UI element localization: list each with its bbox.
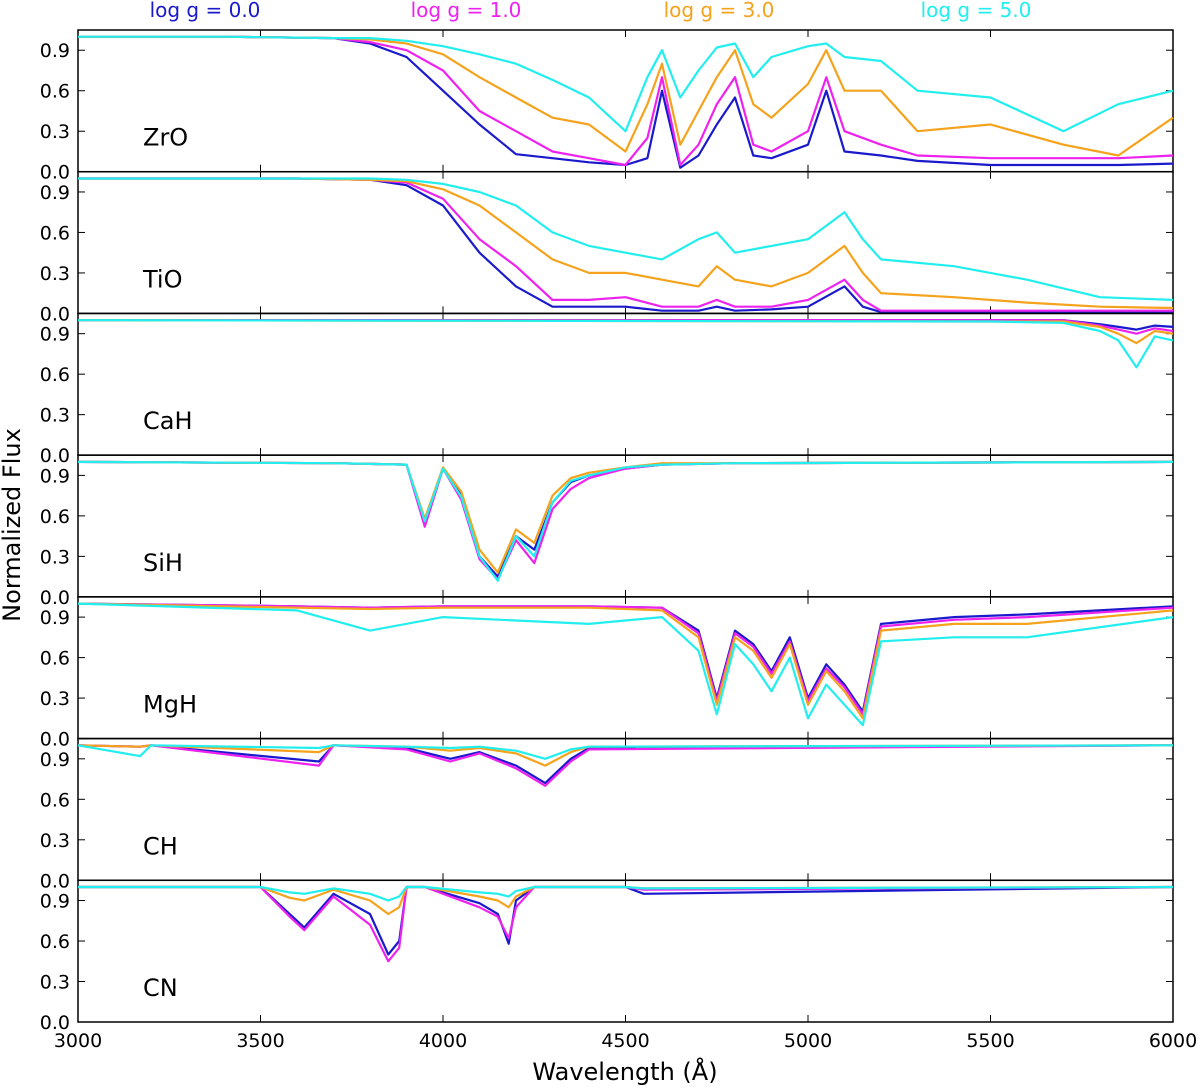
- y-tick-label: 0.3: [40, 546, 70, 568]
- y-tick-label: 0.6: [40, 81, 70, 103]
- series-line-sih-1: [77, 460, 1174, 581]
- x-tick-label: 3000: [54, 1030, 102, 1052]
- panel-ch: 0.0 0.3 0.6 0.9 CH: [40, 737, 1174, 892]
- y-tick-label: 0.9: [40, 749, 70, 771]
- series-line-ch-3: [77, 744, 1174, 760]
- series-line-sih-3: [77, 460, 1174, 582]
- y-tick-label: 0.3: [40, 972, 70, 994]
- series-line-zro-2: [78, 35, 1174, 157]
- series-line-zro-1: [78, 35, 1174, 167]
- series-line-sih-0: [77, 460, 1174, 578]
- y-tick-label: 0.0: [40, 445, 70, 467]
- panel-label: SiH: [143, 549, 183, 577]
- series-line-sih-2: [77, 460, 1174, 574]
- y-tick-label: 0.6: [40, 648, 70, 670]
- series-line-cn-2: [78, 885, 1174, 916]
- y-tick-label: 0.9: [40, 465, 70, 487]
- y-tick-label: 0.3: [40, 688, 70, 710]
- series-line-tio-2: [78, 177, 1174, 310]
- series-line-cah-2: [77, 319, 1174, 345]
- panel-frame: [77, 737, 1174, 882]
- y-tick-label: 0.6: [40, 931, 70, 953]
- legend: log g = 0.0 log g = 1.0 log g = 3.0 log g =…: [150, 0, 1032, 22]
- y-tick-label: 0.0: [40, 162, 70, 184]
- panel-zro: 0.0 0.3 0.6 0.9 ZrO: [40, 29, 1174, 184]
- x-tick-label: 5500: [966, 1030, 1014, 1052]
- panel-frame: [77, 170, 1174, 315]
- panel-tio: 0.0 0.3 0.6 0.9 TiO: [40, 170, 1174, 325]
- y-tick-label: 0.6: [40, 364, 70, 386]
- y-tick-label: 0.6: [40, 506, 70, 528]
- y-tick-label: 0.0: [40, 870, 70, 892]
- series-line-ch-0: [77, 744, 1174, 785]
- panel-mgh: 0.0 0.3 0.6 0.9 MgH: [40, 596, 1174, 751]
- panel-cah: 0.0 0.3 0.6 0.9 CaH: [40, 312, 1174, 467]
- panel-frame: [77, 879, 1174, 1023]
- panel-label: MgH: [143, 691, 197, 719]
- series-line-tio-0: [78, 177, 1173, 314]
- panel-cn: 0.0 0.3 0.6 0.9 CN: [40, 879, 1174, 1034]
- panel-label: CH: [143, 832, 178, 860]
- panel-label: CaH: [143, 407, 193, 435]
- y-tick-label: 0.9: [40, 182, 70, 204]
- y-tick-label: 0.9: [40, 891, 70, 913]
- y-tick-label: 0.6: [40, 789, 70, 811]
- series-line-zro-0: [78, 35, 1174, 169]
- legend-entry-0: log g = 0.0: [150, 0, 261, 22]
- x-tick-label: 5000: [784, 1030, 832, 1052]
- legend-entry-3: log g = 5.0: [921, 0, 1032, 22]
- series-line-mgh-3: [77, 602, 1174, 727]
- series-line-cah-1: [78, 319, 1174, 335]
- y-tick-label: 0.3: [40, 121, 70, 143]
- y-tick-label: 0.3: [40, 405, 70, 427]
- panel-label: CN: [143, 974, 178, 1002]
- panels: 0.00.30.60.9ZrO0.00.30.60.9TiO0.00.30.60…: [40, 29, 1174, 1034]
- series-line-tio-1: [78, 177, 1173, 312]
- x-tick-label: 4000: [419, 1030, 467, 1052]
- panel-label: TiO: [142, 265, 182, 293]
- y-tick-label: 0.0: [40, 587, 70, 609]
- y-tick-label: 0.3: [40, 830, 70, 852]
- series-line-cn-1: [78, 885, 1174, 963]
- x-axis-title: Wavelength (Å): [532, 1057, 717, 1086]
- x-tick-label: 6000: [1149, 1030, 1197, 1052]
- y-tick-label: 0.0: [40, 1012, 70, 1034]
- series-line-mgh-2: [77, 602, 1174, 720]
- panel-label: ZrO: [143, 124, 188, 152]
- series-line-zro-3: [78, 35, 1174, 133]
- panel-sih: 0.0 0.3 0.6 0.9 SiH: [40, 454, 1174, 609]
- legend-entry-2: log g = 3.0: [664, 0, 775, 22]
- y-tick-label: 0.9: [40, 324, 70, 346]
- legend-entry-1: log g = 1.0: [411, 0, 522, 22]
- y-tick-label: 0.3: [40, 263, 70, 285]
- y-tick-label: 0.0: [40, 303, 70, 325]
- series-line-tio-3: [78, 177, 1174, 301]
- series-line-cn-3: [78, 885, 1174, 902]
- x-axis: 3000 3500 4000 4500 5000 5500 6000: [54, 1030, 1197, 1052]
- y-tick-label: 0.9: [40, 607, 70, 629]
- x-tick-label: 3500: [236, 1030, 284, 1052]
- panel-frame: [77, 454, 1174, 598]
- y-tick-label: 0.9: [40, 40, 70, 62]
- x-tick-label: 4500: [601, 1030, 649, 1052]
- y-tick-label: 0.0: [40, 729, 70, 751]
- panel-frame: [77, 312, 1174, 456]
- series-line-ch-1: [77, 744, 1174, 787]
- series-line-cn-0: [78, 885, 1174, 956]
- y-tick-label: 0.6: [40, 222, 70, 244]
- y-axis-title: Normalized Flux: [0, 428, 26, 622]
- series-line-cah-3: [77, 319, 1174, 369]
